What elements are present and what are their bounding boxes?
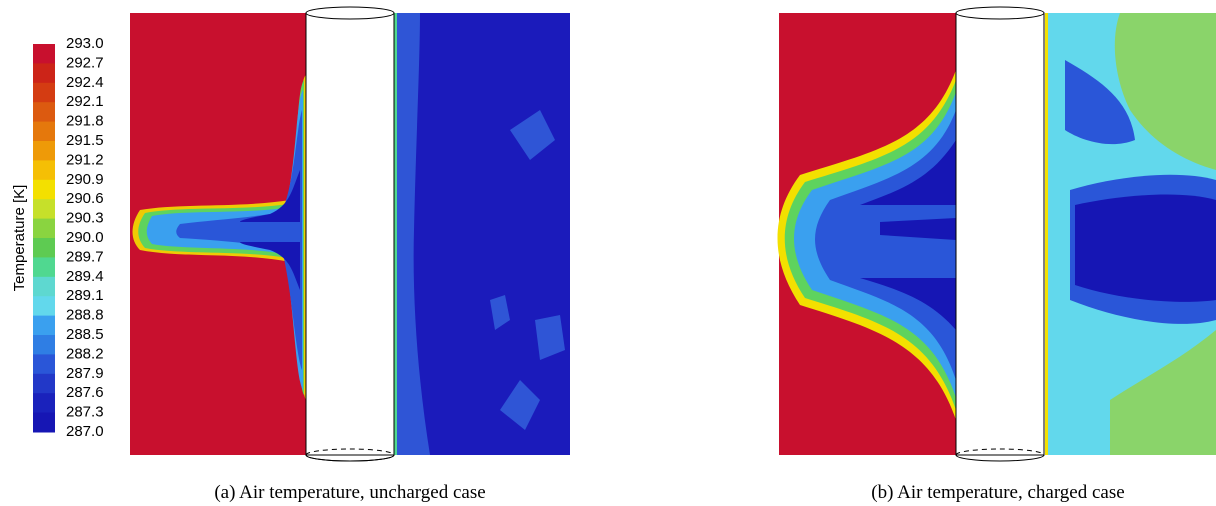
colorbar-tick-label: 290.3	[66, 210, 104, 227]
colorbar-band	[33, 199, 55, 219]
colorbar-tick-label: 287.0	[66, 423, 104, 440]
colorbar-band	[33, 44, 55, 64]
colorbar-band	[33, 63, 55, 83]
colorbar-tick-label: 289.1	[66, 287, 104, 304]
colorbar-band	[33, 316, 55, 336]
colorbar-band	[33, 257, 55, 277]
colorbar-title: Temperature [K]	[11, 185, 28, 292]
colorbar-tick-label: 292.4	[66, 74, 104, 91]
colorbar-tick-label: 289.7	[66, 248, 104, 265]
colorbar-tick-label: 290.9	[66, 171, 104, 188]
colorbar-tick-label: 289.4	[66, 268, 104, 285]
colorbar-band	[33, 122, 55, 142]
colorbar: Temperature [K] 293.0 292.7 292.4 292.1 291.…	[11, 35, 104, 440]
colorbar-tick-label: 290.6	[66, 190, 104, 207]
colorbar-tick-label: 290.0	[66, 229, 104, 246]
colorbar-tick-label: 287.6	[66, 384, 104, 401]
colorbar-tick-label: 291.5	[66, 132, 104, 149]
colorbar-band	[33, 296, 55, 316]
colorbar-tick-label: 287.3	[66, 404, 104, 421]
colorbar-tick-label: 293.0	[66, 35, 104, 52]
colorbar-tick-label: 287.9	[66, 365, 104, 382]
colorbar-band	[33, 413, 55, 433]
contour-plot-a	[130, 7, 570, 461]
colorbar-band	[33, 180, 55, 200]
colorbar-band	[33, 141, 55, 161]
colorbar-band	[33, 83, 55, 103]
colorbar-tick-label: 291.8	[66, 113, 104, 130]
colorbar-tick-label: 288.5	[66, 326, 104, 343]
colorbar-band	[33, 354, 55, 374]
caption: (a) Air temperature, uncharged case	[214, 482, 485, 503]
colorbar-band	[33, 277, 55, 297]
colorbar-tick-label: 292.1	[66, 93, 104, 110]
colorbar-tick-label: 288.8	[66, 307, 104, 324]
colorbar-tick-label: 291.2	[66, 151, 104, 168]
caption: (b) Air temperature, charged case	[871, 482, 1124, 503]
figure: Temperature [K] 293.0 292.7 292.4 292.1 291.…	[0, 0, 1216, 506]
colorbar-band	[33, 160, 55, 180]
colorbar-band	[33, 374, 55, 394]
colorbar-band	[33, 238, 55, 258]
colorbar-tick-label: 292.7	[66, 54, 104, 71]
contour-plot-b	[778, 7, 1216, 461]
colorbar-band	[33, 335, 55, 355]
colorbar-tick-label: 288.2	[66, 345, 104, 362]
colorbar-band	[33, 393, 55, 413]
colorbar-band	[33, 219, 55, 239]
colorbar-band	[33, 102, 55, 122]
